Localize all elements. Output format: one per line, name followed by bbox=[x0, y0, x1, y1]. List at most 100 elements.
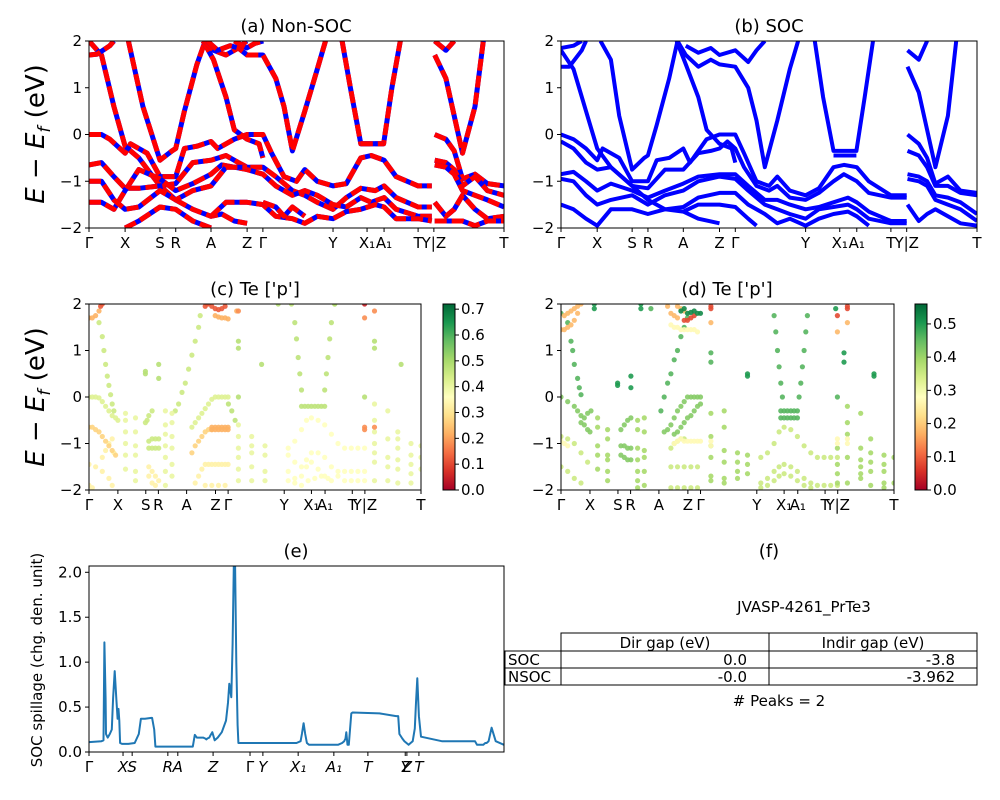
x-tick-label: A bbox=[678, 234, 689, 252]
scatter-point bbox=[641, 454, 647, 460]
scatter-point bbox=[868, 459, 874, 465]
table-value: -0.0 bbox=[718, 668, 747, 686]
scatter-point bbox=[578, 392, 584, 398]
scatter-point bbox=[96, 320, 102, 326]
scatter-point bbox=[587, 429, 593, 435]
axes-frame bbox=[88, 565, 505, 753]
band-line-nonsoc bbox=[432, 192, 504, 222]
scatter-point bbox=[697, 438, 704, 444]
scatter-point bbox=[93, 313, 99, 319]
y-tick-label: 0 bbox=[544, 388, 554, 406]
scatter-point bbox=[671, 440, 677, 447]
scatter-point bbox=[169, 473, 175, 479]
scatter-point bbox=[844, 403, 851, 409]
scatter-point bbox=[192, 420, 198, 426]
scatter-point bbox=[156, 478, 162, 484]
scatter-point bbox=[858, 464, 864, 470]
scatter-point bbox=[668, 445, 674, 451]
scatter-point bbox=[834, 445, 841, 451]
scatter-point bbox=[235, 445, 241, 451]
scatter-point bbox=[708, 433, 714, 440]
scatter-point bbox=[591, 306, 597, 312]
scatter-point bbox=[681, 420, 687, 426]
spillage-line bbox=[89, 566, 504, 748]
scatter-point bbox=[834, 461, 841, 467]
scatter-point bbox=[104, 373, 110, 379]
band-line-nonsoc bbox=[202, 41, 328, 154]
scatter-point bbox=[103, 361, 109, 367]
band-line bbox=[598, 41, 680, 172]
scatter-point bbox=[292, 475, 298, 481]
band-line-nonsoc bbox=[89, 132, 432, 189]
scatter-point bbox=[674, 464, 681, 470]
panel-e-spillage: 0.00.51.01.52.0Γ X S R A Z Γ Y X₁ A₁ T YZ T bbox=[58, 563, 505, 776]
x-tick-label: T bbox=[819, 496, 830, 514]
scatter-point bbox=[638, 304, 644, 307]
scatter-point bbox=[169, 433, 175, 440]
scatter-point bbox=[648, 306, 654, 312]
x-tick-label: A bbox=[181, 496, 192, 514]
scatter-point bbox=[668, 485, 674, 490]
band-line-nonsoc bbox=[433, 132, 504, 189]
scatter-point bbox=[149, 408, 155, 414]
x-tick-label: Γ bbox=[731, 234, 740, 252]
scatter-point bbox=[197, 313, 203, 319]
scatter-point bbox=[96, 395, 102, 401]
scatter-point bbox=[189, 424, 195, 430]
band-line-nonsoc bbox=[433, 41, 457, 53]
colorbar-tick-label: 0.0 bbox=[933, 481, 957, 499]
scatter-point bbox=[249, 450, 255, 456]
scatter-point bbox=[199, 410, 205, 416]
scatter-point bbox=[674, 324, 681, 330]
table-value: -3.962 bbox=[907, 668, 955, 686]
scatter-point bbox=[142, 368, 148, 374]
y-tick-label: 2 bbox=[72, 295, 82, 313]
table-row-label: SOC bbox=[508, 651, 540, 669]
y-tick-label: 2 bbox=[544, 32, 554, 50]
scatter-point bbox=[605, 427, 611, 433]
scatter-point bbox=[385, 454, 391, 460]
scatter-point bbox=[585, 459, 591, 465]
scatter-point bbox=[781, 471, 787, 477]
scatter-point bbox=[122, 466, 129, 472]
scatter-point bbox=[771, 313, 777, 319]
scatter-point bbox=[106, 475, 112, 481]
band-line-nonsoc bbox=[233, 41, 264, 51]
scatter-point bbox=[152, 482, 158, 488]
scatter-point bbox=[588, 408, 594, 414]
scatter-point bbox=[162, 443, 168, 449]
scatter-point bbox=[262, 478, 268, 484]
scatter-point bbox=[109, 447, 115, 454]
scatter-point bbox=[225, 401, 231, 407]
scatter-point bbox=[881, 461, 887, 467]
x-tick-label: Y|Z bbox=[352, 496, 378, 514]
scatter-point bbox=[834, 471, 841, 477]
scatter-point bbox=[249, 433, 255, 440]
scatter-point bbox=[209, 482, 215, 488]
x-tick-label: T bbox=[971, 234, 982, 252]
scatter-point bbox=[788, 464, 794, 470]
scatter-point bbox=[708, 320, 714, 326]
scatter-point bbox=[156, 375, 162, 381]
scatter-point bbox=[781, 424, 787, 430]
scatter-point bbox=[209, 396, 215, 402]
scatter-point bbox=[328, 431, 334, 437]
scatter-point bbox=[595, 443, 601, 449]
scatter-point bbox=[844, 304, 850, 309]
colorbar-tick-label: 0.7 bbox=[461, 300, 485, 318]
scatter-point bbox=[568, 322, 574, 328]
band-line-nonsoc bbox=[89, 162, 432, 219]
scatter-point bbox=[192, 480, 198, 486]
y-tick-label: 0 bbox=[72, 388, 82, 406]
x-tick-label: A bbox=[206, 234, 217, 252]
scatter-point bbox=[152, 473, 158, 479]
scatter-point bbox=[575, 408, 581, 414]
x-tick-label: A₁ bbox=[376, 234, 392, 252]
scatter-point bbox=[249, 443, 255, 449]
scatter-point bbox=[408, 471, 414, 477]
scatter-point bbox=[199, 466, 205, 472]
panel-e-ylabel: SOC spillage (chg. den. unit) bbox=[28, 553, 46, 768]
x-tick-label: Γ bbox=[696, 496, 705, 514]
scatter-point bbox=[395, 466, 401, 472]
scatter-point bbox=[235, 478, 241, 484]
